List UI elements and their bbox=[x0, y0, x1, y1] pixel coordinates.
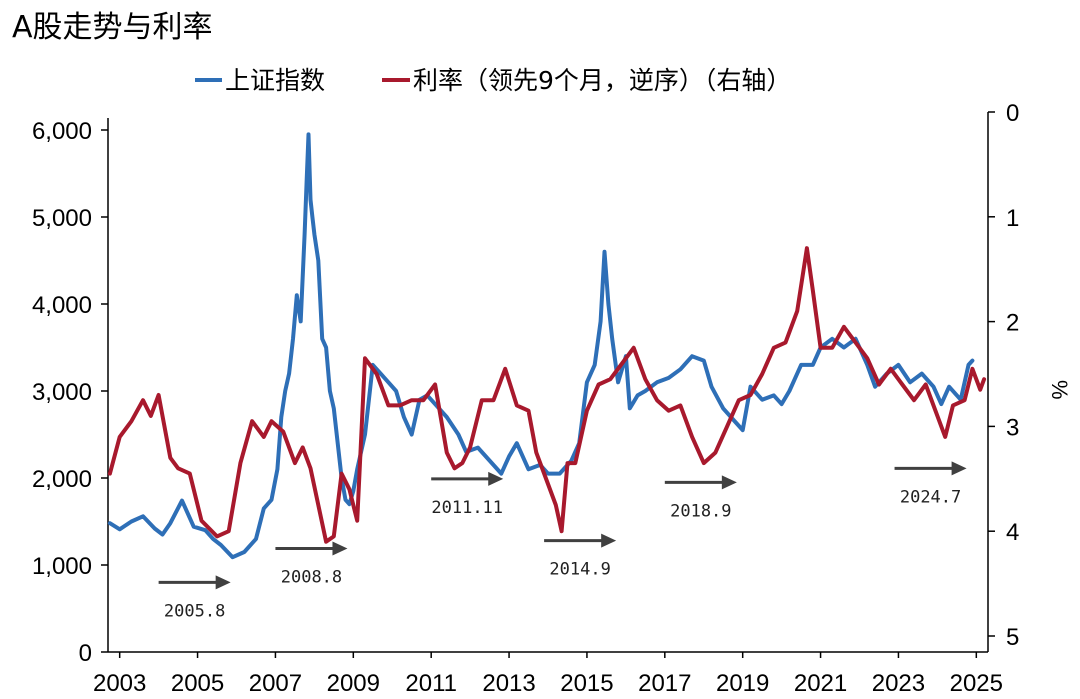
legend-label-index: 上证指数 bbox=[225, 66, 325, 95]
annotation-arrow-head bbox=[601, 533, 617, 548]
tick-labels: 0 1,000 2,000 3,000 4,000 5,000 6,000 0 1 2 3 4 5 200… bbox=[32, 100, 1019, 697]
right-axis-unit: % bbox=[1047, 380, 1072, 400]
x-tick-label: 2009 bbox=[327, 670, 380, 697]
x-tick-label: 2003 bbox=[93, 670, 146, 697]
x-tick-label: 2011 bbox=[405, 670, 457, 697]
legend: 上证指数 利率（领先9个月，逆序）（右轴） bbox=[195, 66, 791, 95]
x-tick-label: 2005 bbox=[171, 670, 224, 697]
x-tick-label: 2015 bbox=[560, 670, 613, 697]
axes bbox=[101, 111, 995, 658]
annotation-arrow-head bbox=[951, 461, 967, 476]
left-tick-label: 0 bbox=[79, 640, 92, 667]
annotation-arrow-head bbox=[721, 475, 737, 490]
x-tick-label: 2025 bbox=[950, 670, 1003, 697]
annotation-arrow-head bbox=[215, 575, 231, 590]
annotation-arrow-head bbox=[488, 471, 504, 486]
left-tick-label: 1,000 bbox=[32, 553, 92, 580]
annotation-label: 2018.9 bbox=[670, 501, 731, 521]
x-tick-label: 2021 bbox=[794, 670, 847, 697]
right-tick-label: 0 bbox=[1006, 100, 1019, 127]
x-tick-label: 2019 bbox=[716, 670, 769, 697]
chart-title: A股走势与利率 bbox=[12, 10, 213, 45]
series-line-index bbox=[107, 132, 975, 560]
right-tick-label: 5 bbox=[1006, 624, 1019, 651]
series-line-rate bbox=[107, 246, 987, 544]
left-tick-label: 3,000 bbox=[32, 379, 92, 406]
annotations: 2005.8 2008.8 2011.11 2014.9 2018.9 2024.7 bbox=[158, 461, 967, 621]
right-tick-label: 4 bbox=[1006, 519, 1019, 546]
x-tick-label: 2023 bbox=[872, 670, 925, 697]
x-tick-label: 2017 bbox=[638, 670, 691, 697]
legend-label-rate: 利率（领先9个月，逆序）（右轴） bbox=[413, 66, 791, 95]
annotation-label: 2014.9 bbox=[549, 560, 610, 580]
annotation-arrow-head bbox=[332, 541, 348, 556]
left-tick-label: 6,000 bbox=[32, 118, 92, 145]
x-tick-label: 2013 bbox=[482, 670, 535, 697]
right-tick-label: 3 bbox=[1006, 414, 1019, 441]
annotation-label: 2008.8 bbox=[281, 567, 342, 587]
annotation-label: 2024.7 bbox=[900, 487, 961, 507]
left-tick-label: 4,000 bbox=[32, 292, 92, 319]
annotation-label: 2011.11 bbox=[431, 498, 503, 518]
left-tick-label: 5,000 bbox=[32, 205, 92, 232]
series bbox=[107, 132, 987, 560]
right-tick-label: 1 bbox=[1006, 205, 1019, 232]
right-tick-label: 2 bbox=[1006, 310, 1019, 337]
annotation-label: 2005.8 bbox=[164, 601, 225, 621]
left-tick-label: 2,000 bbox=[32, 466, 92, 493]
x-tick-label: 2007 bbox=[249, 670, 302, 697]
